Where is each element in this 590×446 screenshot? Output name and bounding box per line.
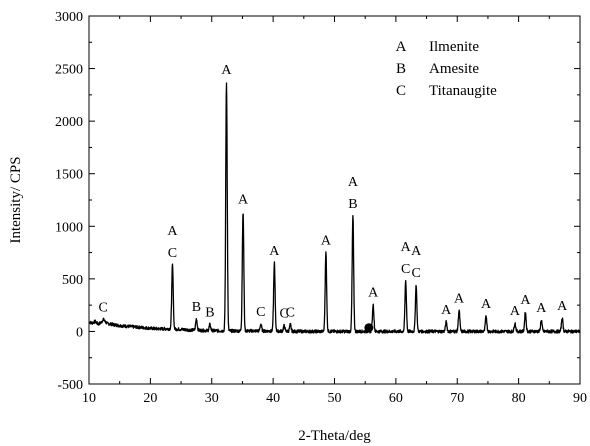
x-tick-label: 10 bbox=[82, 391, 96, 406]
peak-label: A bbox=[441, 303, 452, 318]
peak-label: C bbox=[168, 246, 177, 261]
x-tick-label: 70 bbox=[450, 391, 464, 406]
peak-label: A bbox=[411, 244, 422, 259]
peak-label: C bbox=[280, 307, 289, 322]
legend: A Ilmenite B Amesite C Titanaugite bbox=[396, 39, 498, 99]
x-tick-label: 30 bbox=[205, 391, 219, 406]
peak-label: A bbox=[348, 175, 359, 190]
peak-label: A bbox=[238, 193, 249, 208]
y-tick-label: 1500 bbox=[55, 168, 83, 183]
y-tick-label: 2500 bbox=[55, 63, 83, 78]
peak-label: C bbox=[98, 300, 107, 315]
peak-label: A bbox=[221, 63, 232, 78]
peak-label: A bbox=[401, 240, 412, 255]
peak-label: B bbox=[348, 197, 357, 212]
peak-label: A bbox=[536, 301, 547, 316]
peak-label: C bbox=[411, 266, 420, 281]
xrd-pattern-line bbox=[88, 82, 581, 334]
peak-label: A bbox=[269, 244, 280, 259]
series-group bbox=[88, 82, 581, 334]
peak-label: B bbox=[192, 300, 201, 315]
peak-label: C bbox=[286, 306, 295, 321]
peak-label: C bbox=[401, 262, 410, 277]
x-tick-label: 20 bbox=[143, 391, 157, 406]
x-axis-title: 2-Theta/deg bbox=[298, 428, 371, 444]
x-tick-label: 60 bbox=[389, 391, 403, 406]
x-tick-label: 90 bbox=[573, 391, 587, 406]
y-tick-label: 0 bbox=[76, 325, 83, 340]
x-tick-label: 80 bbox=[512, 391, 526, 406]
peak-label: B bbox=[205, 306, 214, 321]
peak-label: A bbox=[167, 224, 178, 239]
peak-label: A bbox=[557, 299, 568, 314]
peak-label: A bbox=[510, 304, 521, 319]
legend-key: C bbox=[396, 83, 406, 99]
peak-label: A bbox=[321, 234, 332, 249]
y-tick-label: 2000 bbox=[55, 115, 83, 130]
y-tick-label: 1000 bbox=[55, 220, 83, 235]
legend-key: B bbox=[396, 61, 406, 77]
legend-label: Ilmenite bbox=[429, 39, 479, 55]
peak-label: A bbox=[454, 291, 465, 306]
peak-label: A bbox=[368, 286, 379, 301]
y-axis-title: Intensity/ CPS bbox=[8, 156, 24, 243]
marker-point bbox=[364, 323, 374, 333]
legend-key: A bbox=[396, 39, 407, 55]
axes: 10 20 30 40 50 60 70 80 90 -500 0 500 1000 1500 2000 25… bbox=[55, 10, 587, 406]
y-tick-label: 3000 bbox=[55, 10, 83, 25]
peak-label: A bbox=[520, 293, 531, 308]
legend-label: Titanaugite bbox=[429, 83, 497, 99]
y-tick-label: 500 bbox=[62, 273, 83, 288]
x-tick-label: 40 bbox=[266, 391, 280, 406]
peak-label: A bbox=[481, 297, 492, 312]
x-tick-label: 50 bbox=[328, 391, 342, 406]
peak-label: C bbox=[256, 305, 265, 320]
legend-label: Amesite bbox=[429, 61, 479, 77]
y-tick-label: -500 bbox=[57, 378, 83, 393]
